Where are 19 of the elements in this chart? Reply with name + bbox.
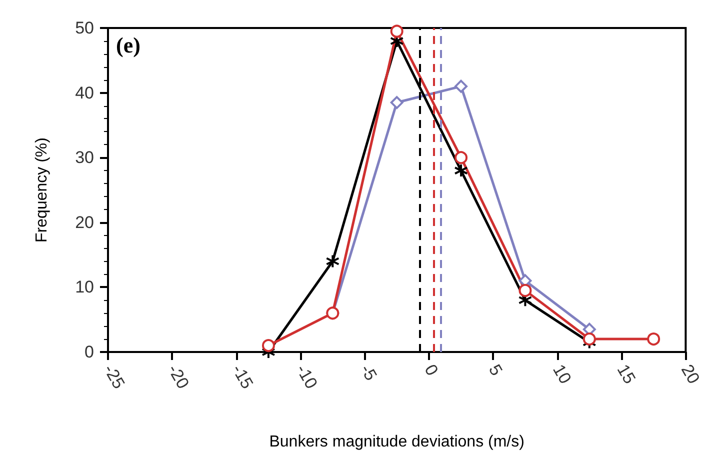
x-tick-label: 0 (420, 361, 442, 379)
y-tick-label: 20 (75, 212, 94, 232)
x-tick-label: -10 (292, 361, 322, 392)
x-tick-label: 5 (484, 361, 506, 379)
y-axis-title: Frequency (%) (34, 138, 50, 242)
x-tick-label: -25 (100, 361, 129, 392)
x-tick-label: -15 (228, 361, 257, 392)
y-tick-label: 30 (75, 148, 94, 168)
x-tick-label: 20 (677, 361, 704, 388)
y-tick-label: 50 (75, 18, 94, 38)
x-tick-label: 15 (613, 361, 640, 388)
y-tick-label: 40 (75, 83, 94, 102)
x-tick-label: -20 (164, 361, 193, 392)
x-tick-label: -5 (356, 361, 381, 384)
y-tick-label: 0 (84, 342, 94, 362)
x-axis-title: Bunkers magnitude deviations (m/s) (269, 434, 524, 450)
x-tick-label: 10 (549, 361, 575, 388)
annotation: (e) (116, 32, 140, 58)
y-tick-label: 10 (75, 278, 94, 297)
